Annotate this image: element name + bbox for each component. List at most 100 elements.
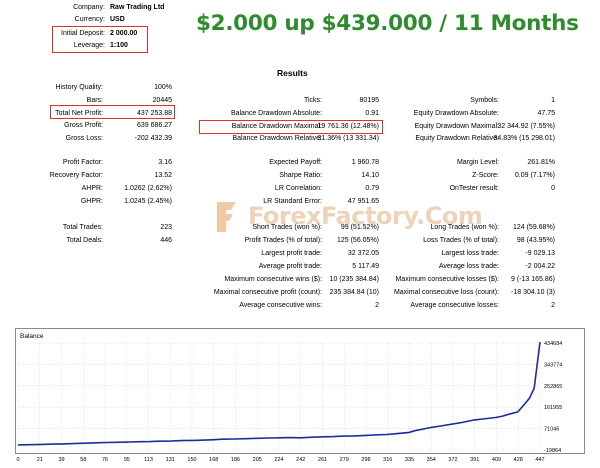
watermark: ForexFactory.Com (214, 196, 483, 242)
col3-label-11: Maximum consecutive losses ($): (395, 276, 499, 283)
x-tick-label: 242 (296, 457, 305, 463)
company-value: Raw Trading Ltd (110, 4, 165, 11)
col1-label-0: History Quality: (55, 84, 103, 91)
chart-title: Balance (20, 333, 44, 340)
col2-label-12: Maximum consecutive wins ($): (224, 276, 322, 283)
leverage-value: 1:100 (110, 42, 128, 49)
col2-label-13: Maximal consecutive profit (count): (213, 289, 322, 296)
col1-value-8: 1.0245 (2.45%) (124, 198, 172, 205)
col2-value-14: 2 (375, 302, 379, 309)
col1-value-3: 639 686.27 (136, 122, 172, 129)
col3-label-13: Average consecutive losses: (410, 302, 499, 309)
col2-value-6: 0.79 (365, 185, 379, 192)
col1-value-4: -202 432.39 (134, 135, 172, 142)
col2-label-9: Profit Trades (% of total): (244, 237, 322, 244)
col1-value-6: 13.52 (154, 172, 172, 179)
net-profit-highlight-box (50, 105, 175, 119)
col1-label-5: Profit Factor: (62, 159, 103, 166)
col2-label-10: Largest profit trade: (261, 250, 322, 257)
col3-value-10: -2 004.22 (525, 263, 555, 270)
x-tick-label: 39 (58, 457, 64, 463)
col3-label-12: Maximal consecutive loss (count): (393, 289, 499, 296)
x-tick-label: 131 (166, 457, 175, 463)
col2-label-0: Ticks: (303, 97, 322, 104)
col1-label-10: Total Deals: (66, 237, 103, 244)
drawdown-highlight-box (199, 120, 383, 134)
col1-label-9: Total Trades: (62, 224, 103, 231)
currency-label: Currency: (74, 16, 105, 23)
col1-value-9: 223 (160, 224, 172, 231)
col2-value-9: 125 (56.05%) (336, 237, 379, 244)
col2-label-2: Balance Drawdown Maximal: (231, 123, 322, 130)
col3-value-3: 34.83% (15 298.01) (493, 135, 556, 142)
col3-value-13: 2 (551, 302, 555, 309)
watermark-text: ForexFactory.Com (248, 202, 483, 230)
col1-label-7: AHPR: (81, 185, 103, 192)
x-tick-label: 205 (253, 457, 262, 463)
col2-label-1: Balance Drawdown Absolute: (230, 110, 322, 117)
col1-value-10: 446 (160, 237, 172, 244)
deposit-label: Initial Deposit: (61, 30, 105, 37)
x-tick-label: 58 (80, 457, 86, 463)
col3-value-2: 32 344.92 (7.55%) (497, 123, 555, 130)
col3-value-6: 0 (551, 185, 555, 192)
x-tick-label: 261 (318, 457, 327, 463)
col3-value-9: -9 029.13 (525, 250, 555, 257)
col1-value-1: 20445 (152, 97, 172, 104)
col1-value-0: 100% (154, 84, 172, 91)
col2-value-5: 14.10 (361, 172, 379, 179)
deposit-highlight-box (52, 26, 148, 53)
headline: $2.000 up $439.000 / 11 Months (196, 11, 579, 36)
col3-label-7: Long Trades (won %): (430, 224, 499, 231)
col2-label-6: LR Correlation: (274, 185, 322, 192)
col1-label-6: Recovery Factor: (49, 172, 103, 179)
x-tick-label: 316 (383, 457, 392, 463)
col2-label-7: LR Standard Error: (263, 198, 322, 205)
col3-label-3: Equity Drawdown Relative: (415, 135, 499, 142)
col2-label-4: Expected Payoff: (269, 159, 322, 166)
col1-label-4: Gross Loss: (65, 135, 103, 142)
col3-label-5: Z-Score: (472, 172, 499, 179)
x-tick-label: 0 (16, 457, 19, 463)
results-title: Results (277, 68, 308, 78)
col3-value-11: 9 (-13 165.86) (511, 276, 555, 283)
col2-value-13: 235 384.84 (10) (329, 289, 379, 296)
col3-label-4: Margin Level: (456, 159, 499, 166)
col3-value-1: 47.75 (537, 110, 555, 117)
col3-value-0: 1 (551, 97, 555, 104)
col3-value-8: 98 (43.95%) (516, 237, 555, 244)
col1-value-5: 3.16 (158, 159, 172, 166)
col1-value-7: 1.0262 (2.62%) (124, 185, 172, 192)
x-tick-label: 391 (470, 457, 479, 463)
x-tick-label: 372 (448, 457, 457, 463)
x-tick-label: 409 (492, 457, 501, 463)
currency-value: USD (110, 16, 125, 23)
balance-chart-frame (15, 328, 585, 454)
col3-label-2: Equity Drawdown Maximal: (414, 123, 499, 130)
col3-label-1: Equity Drawdown Absolute: (413, 110, 499, 117)
col2-value-12: 10 (235 384.84) (329, 276, 379, 283)
col2-value-8: 99 (51.52%) (340, 224, 379, 231)
col3-value-7: 124 (59.68%) (512, 224, 555, 231)
x-tick-label: 447 (535, 457, 544, 463)
col1-label-8: GHPR: (80, 198, 103, 205)
company-label: Company: (73, 4, 105, 11)
col3-label-9: Largest loss trade: (441, 250, 499, 257)
x-tick-label: 21 (37, 457, 43, 463)
col3-value-12: -18 304.10 (3) (511, 289, 555, 296)
col1-label-3: Gross Profit: (64, 122, 103, 129)
col1-label-2: Total Net Profit: (55, 110, 103, 117)
x-tick-label: 76 (102, 457, 108, 463)
x-tick-label: 428 (514, 457, 523, 463)
x-tick-label: 150 (187, 457, 196, 463)
col2-label-8: Short Trades (won %): (252, 224, 322, 231)
col3-label-10: Average loss trade: (438, 263, 499, 270)
col1-label-1: Bars: (86, 97, 103, 104)
x-tick-label: 335 (405, 457, 414, 463)
col3-label-0: Symbols: (470, 97, 499, 104)
col2-value-11: 5 117.49 (352, 263, 379, 270)
x-tick-label: 113 (144, 457, 153, 463)
col3-label-6: OnTester result: (449, 185, 499, 192)
x-tick-label: 279 (340, 457, 349, 463)
col2-value-7: 47 951.65 (347, 198, 379, 205)
